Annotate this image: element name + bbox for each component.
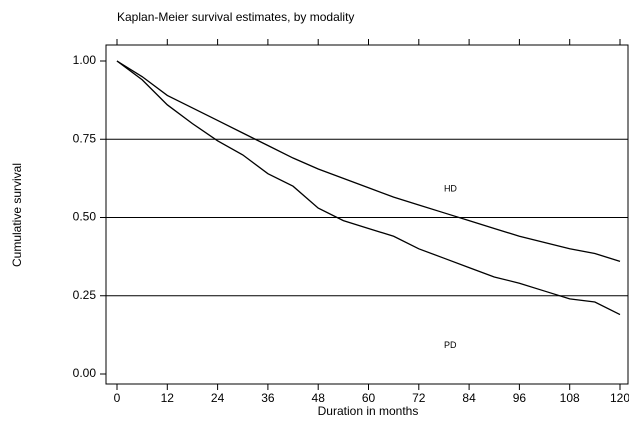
- y-tick-label: 0.00: [73, 366, 97, 380]
- x-tick-label: 60: [362, 391, 376, 405]
- y-tick-label: 0.50: [73, 210, 97, 224]
- survival-line: [116, 60, 621, 316]
- y-tick-label: 0.75: [73, 131, 97, 145]
- y-axis-label: Cumulative survival: [10, 163, 24, 267]
- x-tick-label: 0: [114, 391, 121, 405]
- x-tick-label: 36: [261, 391, 275, 405]
- x-tick-label: 12: [161, 391, 175, 405]
- x-tick-label: 84: [462, 391, 476, 405]
- series-label: PD: [444, 340, 457, 350]
- x-tick-label: 96: [513, 391, 527, 405]
- x-tick-label: 24: [211, 391, 225, 405]
- x-tick-label: 108: [560, 391, 580, 405]
- y-tick-label: 1.00: [73, 53, 97, 67]
- y-tick-label: 0.25: [73, 288, 97, 302]
- x-tick-label: 48: [312, 391, 326, 405]
- survival-line: [116, 60, 621, 262]
- chart-title: Kaplan-Meier survival estimates, by moda…: [117, 10, 354, 24]
- x-tick-label: 72: [412, 391, 426, 405]
- series-label: HD: [444, 184, 457, 194]
- plot-frame: [105, 44, 629, 385]
- x-axis-label: Duration in months: [318, 404, 419, 418]
- x-tick-label: 120: [610, 391, 629, 405]
